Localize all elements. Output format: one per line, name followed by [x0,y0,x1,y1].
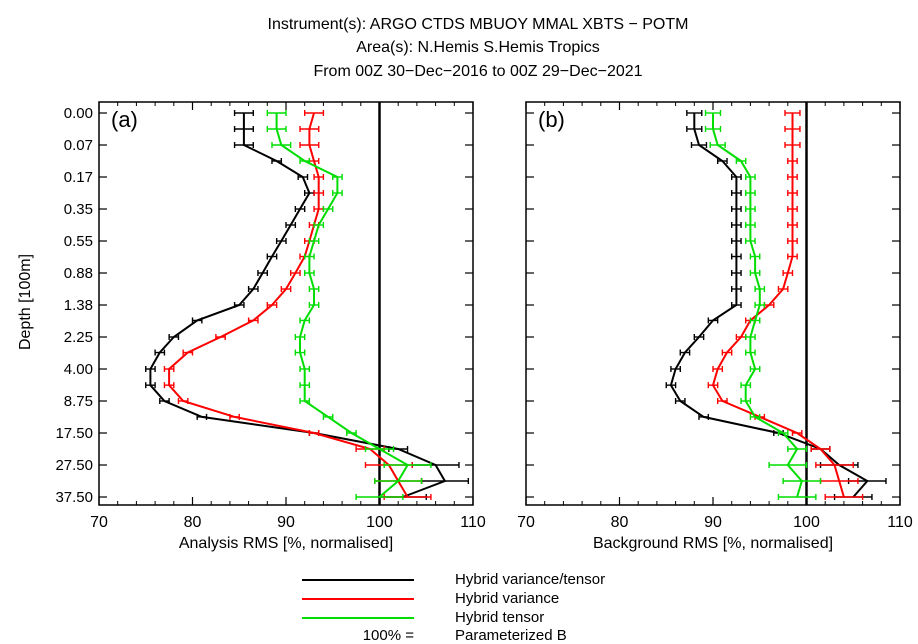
plot-frame [98,101,474,506]
y-axis-label: Depth [100m] [17,254,34,350]
y-tick-label: 4.00 [64,361,93,378]
legend-label-tensor: Hybrid tensor [455,609,544,626]
y-tick-label: 0.17 [64,169,93,186]
legend-label-variance-tensor: Hybrid variance/tensor [455,571,605,588]
y-tick-label: 0.00 [64,105,93,122]
x-tick-label: 110 [460,514,486,531]
chart-title-line-2: Area(s): N.Hemis S.Hemis Tropics [356,39,600,56]
panel-label: (b) [538,107,565,132]
series-line-hybrid-variance-tensor [149,113,447,498]
y-tick-label: 8.75 [64,393,93,410]
series-line-hybrid-variance [168,112,409,498]
legend-reference-label: Parameterized B [455,627,567,644]
y-tick-label: 17.50 [55,425,93,442]
y-tick-label: 1.38 [64,297,93,314]
y-tick-label: 0.55 [64,233,93,250]
y-tick-label: 0.07 [64,137,93,154]
y-tick-label: 27.50 [55,457,93,474]
x-tick-label: 90 [277,514,295,531]
plot-frame [525,101,901,506]
x-tick-label: 70 [90,514,108,531]
x-tick-label: 90 [704,514,722,531]
chart-title-line-1: Instrument(s): ARGO CTDS MBUOY MMAL XBTS… [268,16,689,33]
x-tick-label: 110 [887,514,913,531]
legend: Hybrid variance/tensor Hybrid variance H… [302,571,605,644]
x-tick-label: 70 [517,514,535,531]
panel-label: (a) [111,107,138,132]
x-tick-label: 100 [366,514,393,531]
x-tick-label: 100 [793,514,820,531]
y-tick-label: 0.35 [64,201,93,218]
chart-title-line-3: From 00Z 30−Dec−2016 to 00Z 29−Dec−2021 [313,63,642,80]
y-tick-label: 2.25 [64,329,93,346]
series-line-hybrid-tensor [275,113,409,498]
y-tick-label: 0.88 [64,265,93,282]
panel-b: 70 80 90 100 110 (b) Background RMS [%, normal… [517,101,913,552]
x-axis-label: Background RMS [%, normalised] [593,535,833,552]
legend-reference-prefix: 100% = [363,627,415,644]
x-tick-label: 80 [184,514,202,531]
y-tick-label: 37.50 [55,489,93,506]
legend-label-variance: Hybrid variance [455,590,559,607]
x-tick-label: 80 [611,514,629,531]
x-axis-label: Analysis RMS [%, normalised] [179,535,393,552]
panel-a: 70 80 90 100 110 0.00 0.07 0.17 0.35 0.55 0.88 1.38… [55,101,486,552]
